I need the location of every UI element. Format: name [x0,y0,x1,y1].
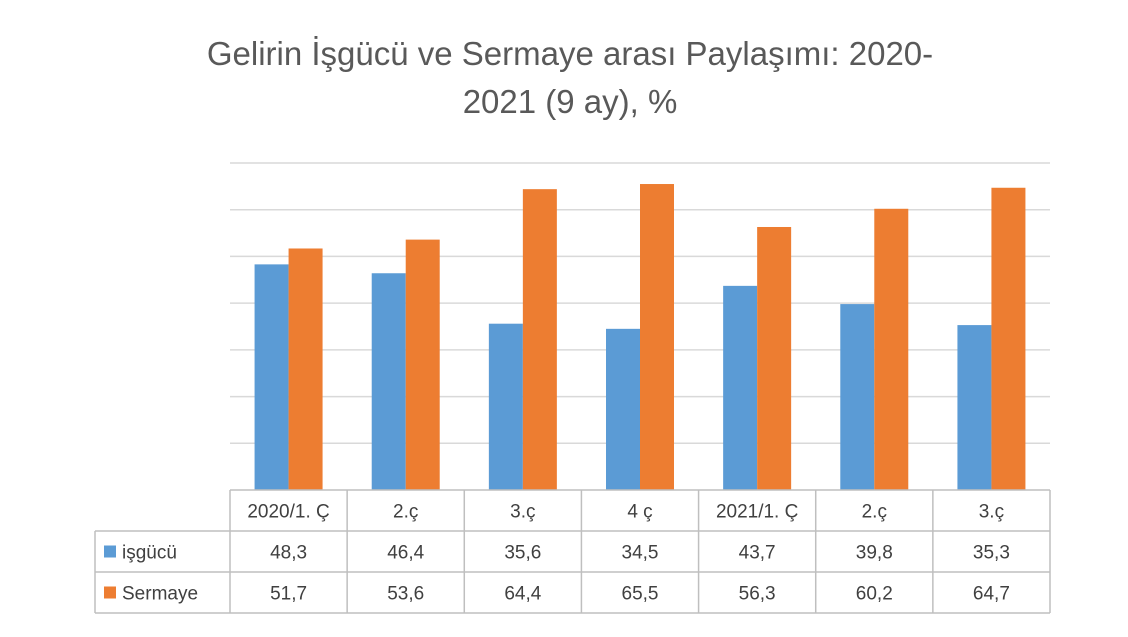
chart-title-line-1: Gelirin İşgücü ve Sermaye arası Paylaşım… [206,35,934,72]
data-value-label: 35,3 [973,543,1010,564]
data-value-label: 64,7 [973,584,1010,605]
data-value-label: 56,3 [739,584,776,605]
legend-label-sermaye: Sermaye [122,584,198,605]
bar-isgucu [723,285,758,490]
category-label: 2.ç [393,502,418,523]
data-value-label: 35,6 [504,543,541,564]
data-value-label: 64,4 [504,584,541,605]
category-label: 2021/1. Ç [716,502,798,523]
data-value-label: 34,5 [622,543,659,564]
bar-sermaye [288,248,323,490]
bar-isgucu [488,323,523,490]
data-value-label: 46,4 [387,543,424,564]
bar-sermaye [522,189,557,490]
legend-key-sermaye [104,586,116,599]
category-label: 3.ç [979,502,1004,523]
category-label: 3.ç [510,502,535,523]
data-value-label: 39,8 [856,543,893,564]
bar-isgucu [254,264,289,490]
data-value-label: 43,7 [739,543,776,564]
bar-sermaye [874,208,909,490]
bar-sermaye [405,239,440,490]
chart-title-line-2: 2021 (9 ay), % [462,83,678,120]
category-label: 2.ç [862,502,887,523]
data-value-label: 53,6 [387,584,424,605]
bar-sermaye [757,226,792,490]
data-value-label: 60,2 [856,584,893,605]
bar-sermaye [640,184,674,490]
chart-title: Gelirin İşgücü ve Sermaye arası Paylaşım… [130,30,1010,126]
data-value-label: 51,7 [270,584,307,605]
bar-isgucu [957,325,992,490]
data-value-label: 48,3 [270,543,307,564]
legend-key-isgucu [104,545,116,558]
bar-isgucu [606,328,640,490]
bar-sermaye [991,187,1026,490]
data-value-label: 65,5 [622,584,659,605]
bar-isgucu [840,304,875,490]
bar-isgucu [371,273,406,490]
category-label: 2020/1. Ç [247,502,329,523]
category-label: 4 ç [627,502,652,523]
legend-label-isgucu: işgücü [122,543,177,564]
